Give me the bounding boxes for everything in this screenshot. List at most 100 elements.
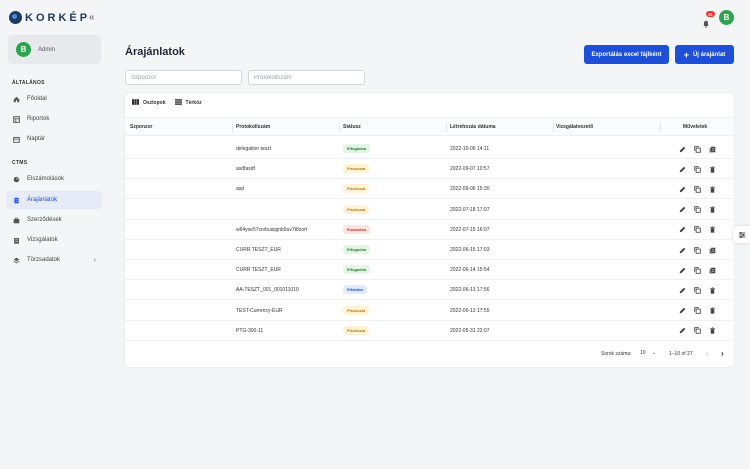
table-row[interactable]: delegation teszt Elfogadva 2022-10-06 14:1… xyxy=(125,139,734,159)
cell-protocol: CURR TESZT_EUR xyxy=(236,267,281,274)
column-header-lead[interactable]: Vizsgálatvezető xyxy=(556,124,594,130)
sidebar-item-contracts[interactable]: Szerződések xyxy=(6,211,102,229)
user-card[interactable]: B Admin xyxy=(8,35,101,64)
section-title-general: ÁLTALÁNOS xyxy=(12,80,45,86)
sidebar-item-studies[interactable]: Vizsgálatok xyxy=(6,231,102,249)
delete-icon[interactable] xyxy=(708,307,716,315)
sidebar-item-master-data[interactable]: Törzsadatok › xyxy=(6,251,102,269)
cell-created: 2022-06-13 17:56 xyxy=(450,287,490,294)
copy-icon[interactable] xyxy=(693,307,701,315)
duplicate-document-icon[interactable] xyxy=(708,246,716,254)
copy-icon[interactable] xyxy=(693,327,701,335)
table-row[interactable]: CURR TESZT_EUR Elfogadva 2022-06-15 17:03 xyxy=(125,240,734,260)
columns-button[interactable]: Oszlopok xyxy=(132,99,166,107)
table-header: Szponzor Protokollszám Státusz Létrehozá… xyxy=(125,117,734,136)
table-row[interactable]: asdfasdf Piszkozat 2022-09-07 10:57 xyxy=(125,159,734,180)
copy-icon[interactable] xyxy=(693,286,701,294)
plus-icon: + xyxy=(683,49,689,60)
column-separator[interactable] xyxy=(660,123,661,132)
edit-icon[interactable] xyxy=(678,226,686,234)
avatar: B xyxy=(16,42,31,57)
table-row[interactable]: PTG-300-11 Piszkozat 2022-05-31 22:07 xyxy=(125,321,734,341)
new-quote-button[interactable]: + Új árajánlat xyxy=(675,45,734,64)
column-header-actions: Műveletek xyxy=(683,124,708,130)
column-separator[interactable] xyxy=(339,123,340,132)
duplicate-document-icon[interactable] xyxy=(708,145,716,153)
previous-page-button[interactable]: ‹ xyxy=(706,349,709,358)
document-icon xyxy=(13,197,20,204)
sidebar-item-home[interactable]: Főoldal xyxy=(6,90,102,108)
density-button[interactable]: Térköz xyxy=(174,99,202,107)
export-excel-button[interactable]: Exportálás excel fájlként xyxy=(584,45,669,64)
column-separator[interactable] xyxy=(232,123,233,132)
column-header-sponsor[interactable]: Szponzor xyxy=(130,124,153,130)
edit-icon[interactable] xyxy=(678,327,686,335)
table-row[interactable]: CURR TESZT_EUR Elfogadva 2022-06-14 15:54 xyxy=(125,260,734,281)
delete-icon[interactable] xyxy=(708,185,716,193)
sidebar-item-label: Szerződések xyxy=(27,217,62,223)
cell-created: 2022-09-06 15:30 xyxy=(450,186,490,193)
rows-per-page-select[interactable]: 10 ⌄ xyxy=(640,350,656,356)
copy-icon[interactable] xyxy=(693,266,701,274)
notification-count-badge: 51 xyxy=(706,11,715,17)
edit-icon[interactable] xyxy=(678,145,686,153)
sponsor-filter-input[interactable] xyxy=(125,70,242,85)
copy-icon[interactable] xyxy=(693,165,701,173)
delete-icon[interactable] xyxy=(708,165,716,173)
layers-icon xyxy=(13,257,20,264)
table-row[interactable]: asd Piszkozat 2022-09-06 15:30 xyxy=(125,179,734,200)
protocol-filter-input[interactable] xyxy=(248,70,365,85)
sidebar-item-calendar[interactable]: Naptár xyxy=(6,130,102,148)
status-badge: Elfogadva xyxy=(343,245,371,254)
sidebar-item-quotes[interactable]: Árajánlatok xyxy=(6,191,102,209)
density-icon xyxy=(174,99,182,107)
edit-icon[interactable] xyxy=(678,286,686,294)
delete-icon[interactable] xyxy=(708,226,716,234)
edit-icon[interactable] xyxy=(678,206,686,214)
next-page-button[interactable]: › xyxy=(721,349,724,358)
column-separator[interactable] xyxy=(446,123,447,132)
app-logo[interactable]: KORKÉP xyxy=(9,11,90,24)
table-row[interactable]: AA-TESZT_001_001011010 Elküldve 2022-06-13… xyxy=(125,280,734,301)
cell-protocol: asdfasdf xyxy=(236,166,255,173)
table-toolbar: Oszlopok Térköz xyxy=(132,99,211,107)
copy-icon[interactable] xyxy=(693,185,701,193)
logo-icon xyxy=(9,11,22,24)
user-avatar-button[interactable]: B xyxy=(719,10,734,25)
sidebar-item-reports[interactable]: Riportok xyxy=(6,110,102,128)
column-header-protocol[interactable]: Protokollszám xyxy=(236,124,271,130)
notification-bell-icon[interactable] xyxy=(702,15,710,28)
settings-drawer-tab[interactable] xyxy=(733,226,750,243)
copy-icon[interactable] xyxy=(693,145,701,153)
edit-icon[interactable] xyxy=(678,266,686,274)
table-row[interactable]: TEST-Currency-EUR Piszkozat 2022-06-13 17:… xyxy=(125,301,734,321)
column-header-status[interactable]: Státusz xyxy=(343,124,361,130)
table-row[interactable]: Piszkozat 2022-07-18 17:07 xyxy=(125,200,734,220)
cell-created: 2022-05-31 22:07 xyxy=(450,327,490,334)
column-separator[interactable] xyxy=(553,123,554,132)
edit-icon[interactable] xyxy=(678,307,686,315)
sidebar-item-label: Főoldal xyxy=(27,96,47,102)
chevron-right-icon: › xyxy=(93,256,96,264)
delete-icon[interactable] xyxy=(708,327,716,335)
sidebar-item-settlements[interactable]: Elszámolások xyxy=(6,170,102,188)
copy-icon[interactable] xyxy=(693,226,701,234)
collapse-sidebar-icon[interactable]: « xyxy=(89,12,95,23)
cell-created: 2022-07-15 16:07 xyxy=(450,226,490,233)
column-header-created[interactable]: Létrehozás dátuma xyxy=(450,124,496,130)
copy-icon[interactable] xyxy=(693,246,701,254)
delete-icon[interactable] xyxy=(708,286,716,294)
edit-icon[interactable] xyxy=(678,246,686,254)
duplicate-document-icon[interactable] xyxy=(708,266,716,274)
sidebar-item-label: Árajánlatok xyxy=(27,197,58,203)
delete-icon[interactable] xyxy=(708,206,716,214)
edit-icon[interactable] xyxy=(678,165,686,173)
copy-icon[interactable] xyxy=(693,206,701,214)
columns-icon xyxy=(132,99,139,107)
edit-icon[interactable] xyxy=(678,185,686,193)
table-row[interactable]: w64yxe57crvbusipjnb9uv7t8zort Elutasítva 2… xyxy=(125,220,734,240)
table-pagination: Sorok száma: 10 ⌄ 1–10 of 27 ‹ › xyxy=(125,347,734,361)
cell-protocol: PTG-300-11 xyxy=(236,327,264,334)
section-title-ctms: CTMS xyxy=(12,160,28,166)
sidebar-item-label: Naptár xyxy=(27,136,46,142)
